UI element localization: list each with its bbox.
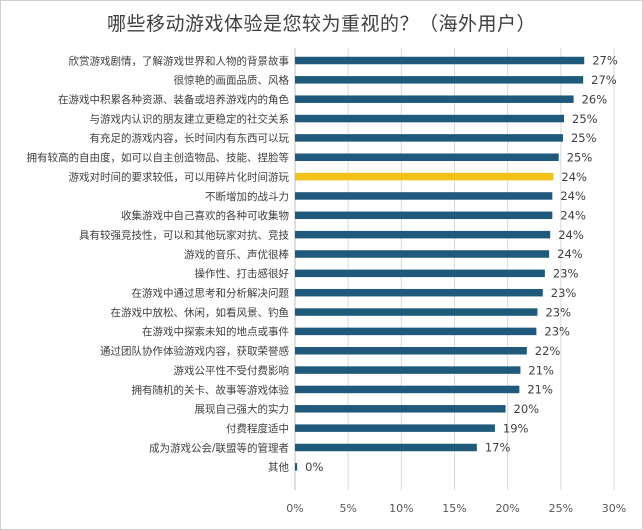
- category-label: 很惊艳的画面品质、风格: [174, 74, 290, 87]
- x-tick-label: 15%: [442, 502, 466, 515]
- bar: [295, 347, 527, 355]
- category-label: 有充足的游戏内容，长时间内有东西可以玩: [90, 132, 290, 145]
- category-label: 在游戏中放松、休闲，如看风景、钓鱼: [111, 306, 290, 319]
- bar: [295, 463, 298, 471]
- value-label: 17%: [485, 441, 511, 455]
- bar: [295, 230, 551, 239]
- value-label: 25%: [571, 131, 597, 145]
- value-label: 23%: [544, 325, 570, 339]
- value-label: 25%: [572, 112, 598, 126]
- value-label: 24%: [560, 209, 586, 223]
- value-label: 0%: [305, 460, 323, 474]
- value-label: 26%: [582, 92, 608, 106]
- bar: [295, 95, 574, 103]
- bar: [295, 192, 553, 200]
- bar: [295, 327, 537, 336]
- bar: [295, 269, 545, 278]
- bar: [295, 153, 559, 161]
- x-tick-label: 20%: [495, 502, 519, 515]
- category-label: 游戏公平性不受付费影响: [174, 364, 290, 377]
- bar: [295, 172, 554, 181]
- bars: [295, 56, 585, 471]
- value-label: 21%: [528, 363, 554, 377]
- category-label: 其他: [268, 461, 289, 474]
- bar: [295, 443, 477, 452]
- value-label: 24%: [560, 189, 586, 203]
- category-label: 付费程度适中: [226, 422, 289, 435]
- bar: [295, 366, 521, 374]
- bar: [295, 385, 520, 394]
- value-label: 20%: [514, 402, 540, 416]
- value-label: 21%: [527, 383, 553, 397]
- bar: [295, 76, 584, 84]
- category-labels: 欣赏游戏剧情，了解游戏世界和人物的背景故事很惊艳的画面品质、风格在游戏中积累各种…: [27, 54, 290, 473]
- category-label: 具有较强竞技性，可以和其他玩家对抗、竞技: [79, 228, 289, 241]
- value-label: 23%: [553, 267, 579, 281]
- category-label: 操作性、打击感很好: [195, 267, 290, 280]
- category-label: 展现自己强大的实力: [195, 403, 290, 416]
- chart-title: 哪些移动游戏体验是您较为重视的？（海外用户）: [106, 13, 536, 35]
- value-label: 24%: [557, 247, 583, 261]
- value-label: 19%: [503, 421, 529, 435]
- bar: [295, 405, 506, 413]
- x-tick-label: 5%: [339, 502, 356, 515]
- value-label: 27%: [592, 54, 618, 68]
- category-label: 与游戏内认识的朋友建立更稳定的社交关系: [90, 112, 290, 125]
- x-tick-label: 30%: [602, 502, 626, 515]
- x-tick-label: 25%: [549, 502, 573, 515]
- category-label: 欣赏游戏剧情，了解游戏世界和人物的背景故事: [69, 54, 290, 67]
- category-label: 在游戏中探索未知的地点或事件: [142, 325, 289, 338]
- value-label: 24%: [561, 170, 587, 184]
- value-label: 25%: [567, 150, 593, 164]
- category-label: 在游戏中通过思考和分析解决问题: [132, 287, 290, 300]
- x-axis-tick-labels: 0% 5% 10% 15% 20% 25% 30%: [286, 502, 626, 515]
- category-label: 游戏的音乐、声优很棒: [184, 248, 289, 261]
- category-label: 拥有较高的自由度，如可以自主创造物品、技能、捏脸等: [27, 151, 290, 164]
- bar: [295, 250, 550, 258]
- value-label: 22%: [535, 344, 561, 358]
- value-label: 23%: [545, 305, 571, 319]
- category-label: 通过团队协作体验游戏内容，获取荣誉感: [100, 345, 289, 358]
- bar: [295, 211, 553, 220]
- bar: [295, 134, 563, 142]
- bar: [295, 288, 543, 297]
- value-label: 23%: [551, 286, 577, 300]
- category-label: 收集游戏中自己喜欢的各种可收集物: [121, 209, 289, 222]
- category-label: 拥有随机的关卡、故事等游戏体验: [132, 383, 290, 396]
- bar: [295, 56, 585, 65]
- category-label: 在游戏中积累各种资源、装备或培养游戏内的角色: [58, 93, 289, 106]
- value-label: 24%: [558, 228, 584, 242]
- category-label: 不断增加的战斗力: [205, 190, 289, 203]
- value-labels: 27% 27% 26% 25% 25% 25% 24% 24% 24% 24% 24% 23% 23% 2…: [305, 54, 618, 474]
- bar: [295, 424, 495, 432]
- x-tick-label: 10%: [389, 502, 413, 515]
- category-label: 成为游戏公会/联盟等的管理者: [149, 441, 289, 454]
- value-label: 27%: [591, 73, 617, 87]
- x-tick-label: 0%: [286, 502, 303, 515]
- category-label: 游戏对时间的要求较低，可以用碎片化时间游玩: [69, 170, 290, 183]
- bar: [295, 308, 538, 316]
- bar: [295, 114, 565, 123]
